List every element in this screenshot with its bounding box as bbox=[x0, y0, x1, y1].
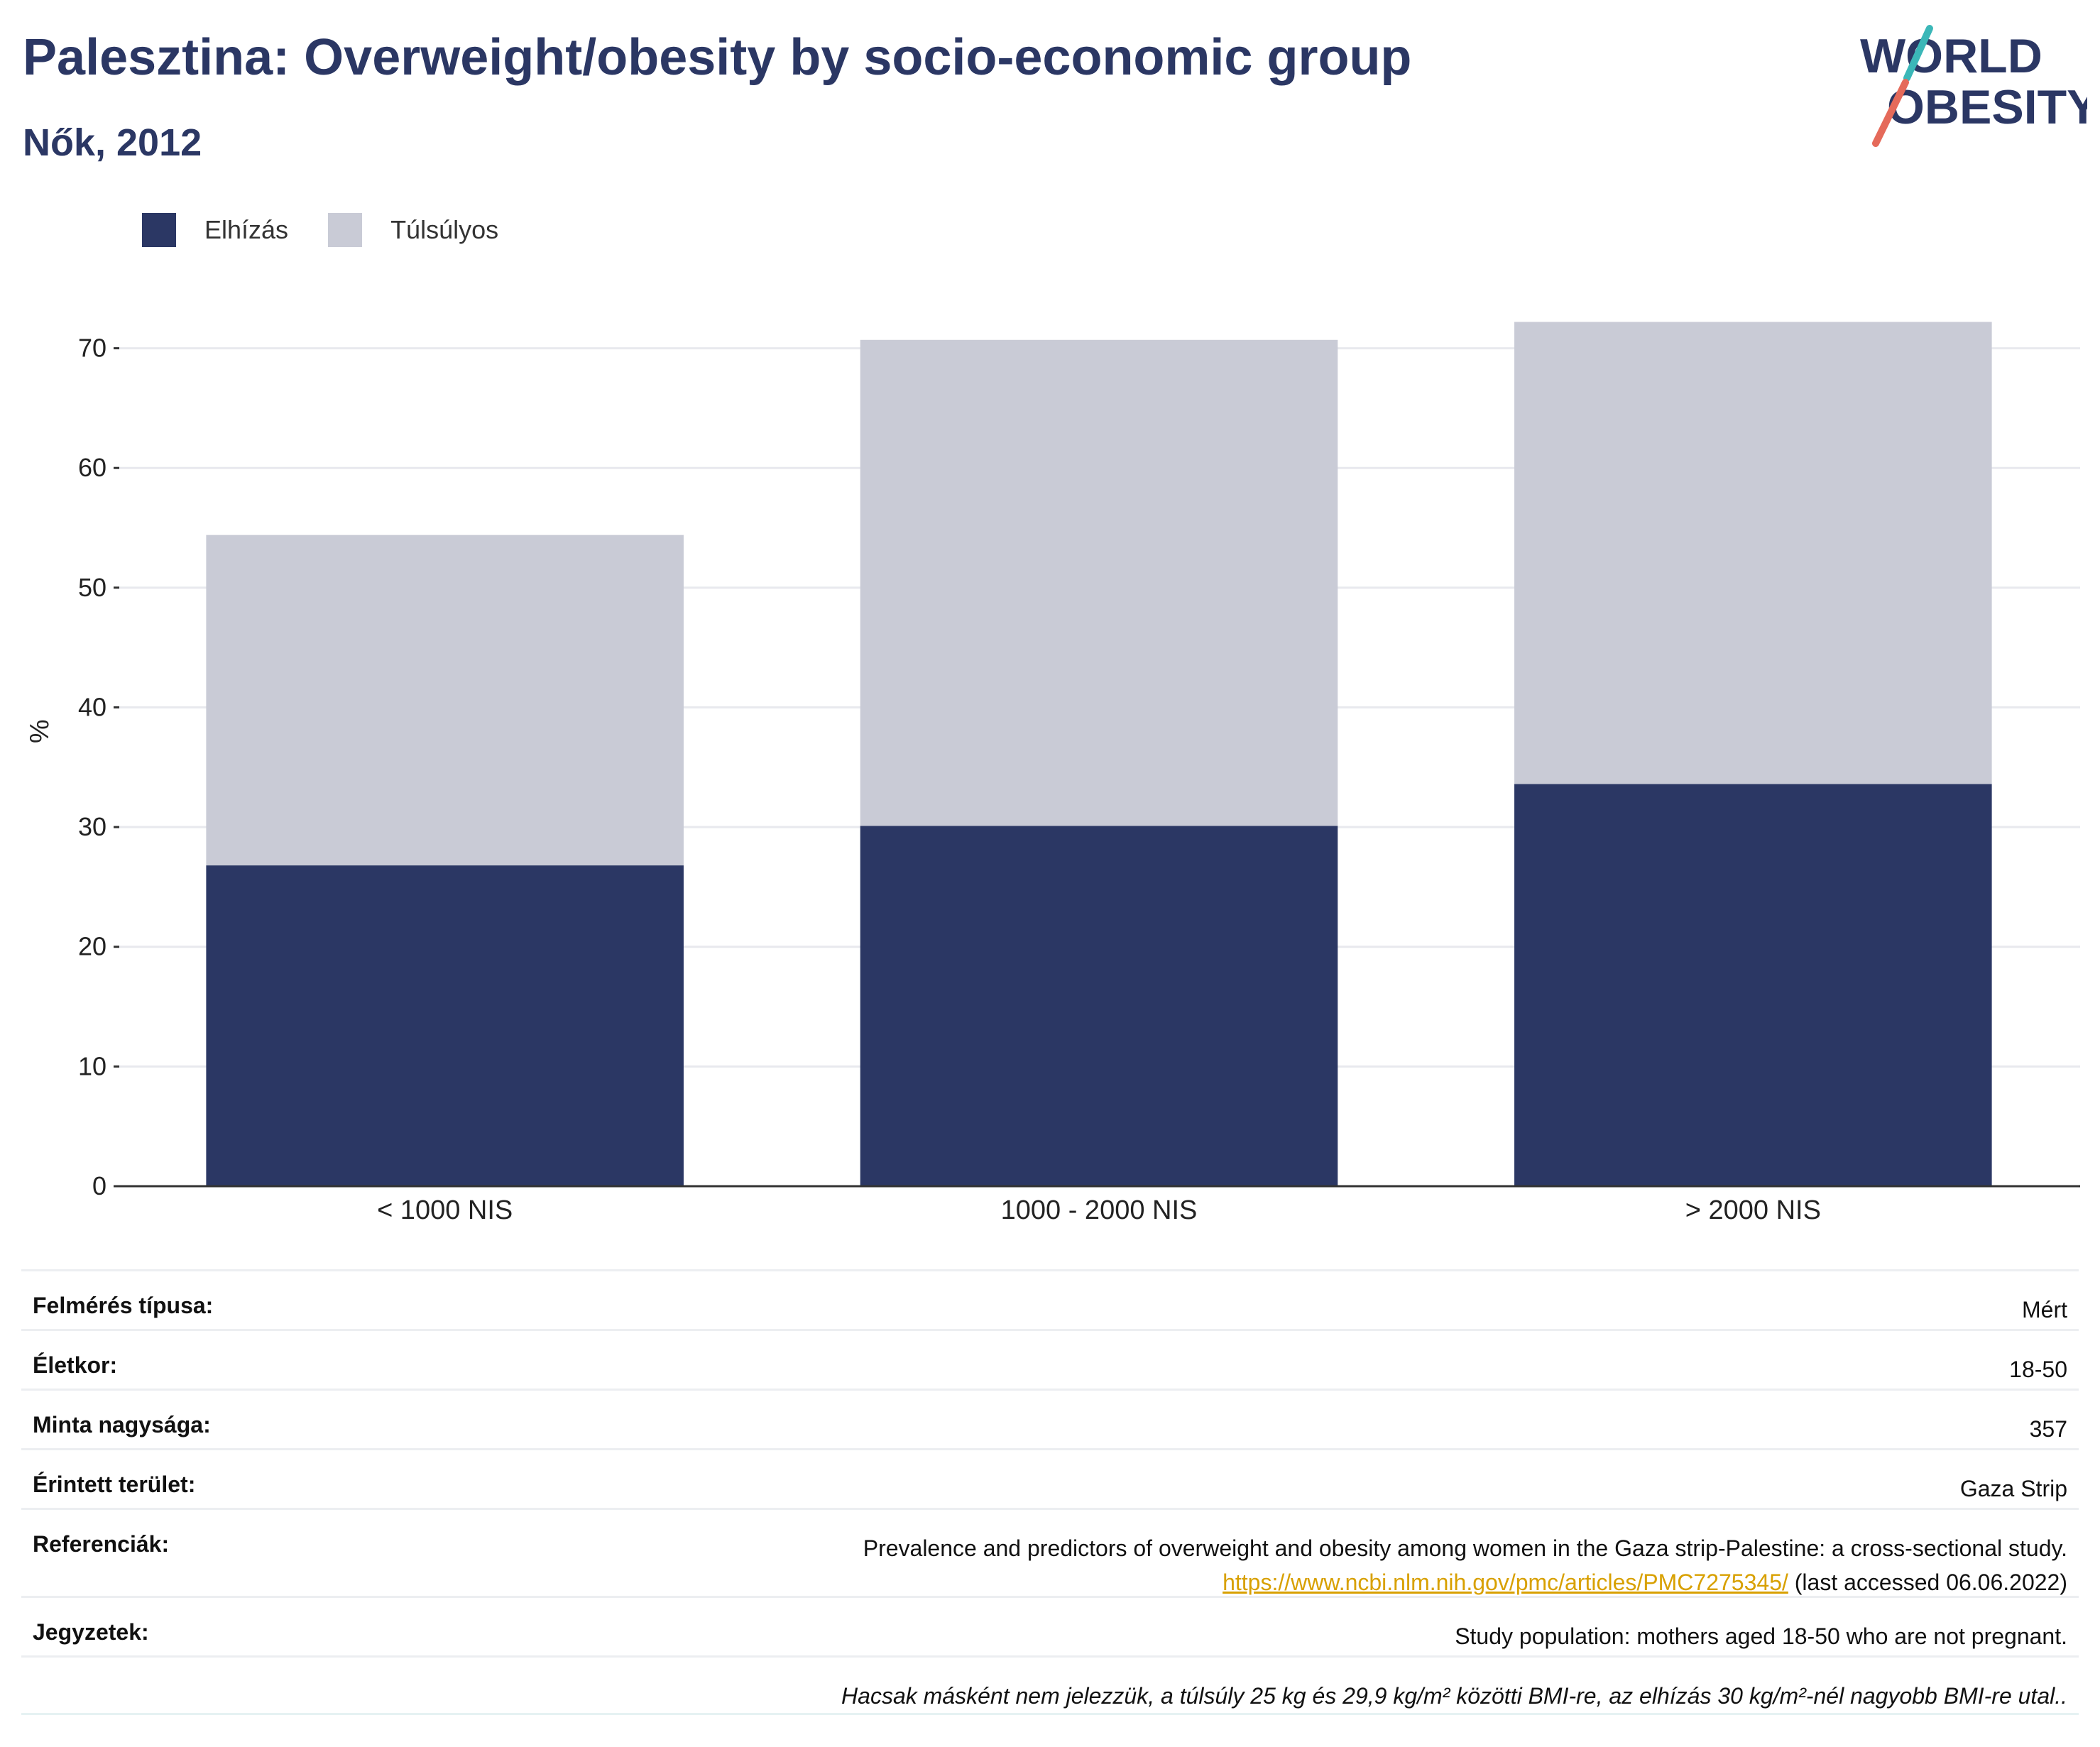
y-tick-label: 10 bbox=[78, 1051, 106, 1080]
info-row-sample-size: Minta nagysága: 357 bbox=[21, 1389, 2079, 1448]
x-tick-label: 1000 - 2000 NIS bbox=[1001, 1195, 1198, 1225]
legend-swatch-overweight bbox=[328, 213, 363, 247]
y-axis-label: % bbox=[25, 719, 55, 743]
legend-swatch-obesity bbox=[142, 213, 176, 247]
page-subtitle: Nők, 2012 bbox=[23, 121, 202, 164]
info-table: Felmérés típusa: Mért Életkor: 18-50 Min… bbox=[21, 1269, 2079, 1715]
info-label: Minta nagysága: bbox=[33, 1412, 211, 1437]
y-tick-label: 60 bbox=[78, 453, 106, 482]
info-label: Referenciák: bbox=[33, 1531, 170, 1557]
y-tick-label: 30 bbox=[78, 812, 106, 841]
info-row-notes: Jegyzetek: Study population: mothers age… bbox=[21, 1596, 2079, 1655]
info-row-footnote: Hacsak másként nem jelezzük, a túlsúly 2… bbox=[21, 1655, 2079, 1715]
info-row-age: Életkor: 18-50 bbox=[21, 1329, 2079, 1389]
chart-legend: Elhízás Túlsúlyos bbox=[142, 210, 538, 250]
info-value: 18-50 bbox=[2009, 1357, 2067, 1382]
info-value: Study population: mothers aged 18-50 who… bbox=[1455, 1623, 2067, 1649]
info-row-references: Referenciák: Prevalence and predictors o… bbox=[21, 1508, 2079, 1596]
svg-text:OBESITY: OBESITY bbox=[1887, 80, 2087, 134]
footnote-text: Hacsak másként nem jelezzük, a túlsúly 2… bbox=[841, 1683, 2067, 1709]
y-tick-label: 0 bbox=[92, 1171, 106, 1200]
info-label: Felmérés típusa: bbox=[33, 1293, 214, 1318]
info-value: Mért bbox=[2022, 1297, 2067, 1322]
bar-overweight bbox=[860, 339, 1338, 826]
reference-link[interactable]: https://www.ncbi.nlm.nih.gov/pmc/article… bbox=[1223, 1570, 1788, 1595]
y-tick-label: 70 bbox=[78, 334, 106, 363]
info-row-area: Érintett terület: Gaza Strip bbox=[21, 1448, 2079, 1508]
legend-label-obesity: Elhízás bbox=[204, 215, 289, 244]
bar-obesity bbox=[860, 826, 1338, 1186]
info-label: Életkor: bbox=[33, 1352, 118, 1378]
reference-accessed: (last accessed 06.06.2022) bbox=[1794, 1570, 2067, 1595]
reference-text: Prevalence and predictors of overweight … bbox=[863, 1531, 2067, 1599]
y-tick-label: 50 bbox=[78, 573, 106, 602]
legend-item-overweight: Túlsúlyos bbox=[328, 213, 498, 247]
svg-text:WORLD: WORLD bbox=[1860, 29, 2042, 83]
info-value: 357 bbox=[2029, 1416, 2067, 1442]
info-value: Gaza Strip bbox=[1959, 1476, 2067, 1501]
info-label: Jegyzetek: bbox=[33, 1619, 149, 1645]
bar-obesity bbox=[1514, 784, 1992, 1186]
world-obesity-logo: WORLD OBESITY bbox=[1860, 25, 2087, 147]
bar-obesity bbox=[206, 865, 684, 1186]
bar-overweight bbox=[1514, 322, 1992, 784]
bar-overweight bbox=[206, 535, 684, 866]
reference-title: Prevalence and predictors of overweight … bbox=[863, 1535, 2067, 1561]
y-tick-label: 40 bbox=[78, 692, 106, 721]
legend-label-overweight: Túlsúlyos bbox=[390, 215, 499, 244]
x-tick-label: > 2000 NIS bbox=[1685, 1195, 1821, 1225]
y-tick-label: 20 bbox=[78, 932, 106, 961]
legend-item-obesity: Elhízás bbox=[142, 213, 288, 247]
x-tick-label: < 1000 NIS bbox=[377, 1195, 513, 1225]
stacked-bar-chart: 0 10 20 30 40 50 60 70% < 1000 NIS 1000 - 2000 NI… bbox=[25, 322, 2080, 1225]
info-label: Érintett terület: bbox=[33, 1472, 196, 1497]
page-title: Palesztina: Overweight/obesity by socio-… bbox=[23, 29, 1412, 86]
info-row-survey-type: Felmérés típusa: Mért bbox=[21, 1269, 2079, 1329]
